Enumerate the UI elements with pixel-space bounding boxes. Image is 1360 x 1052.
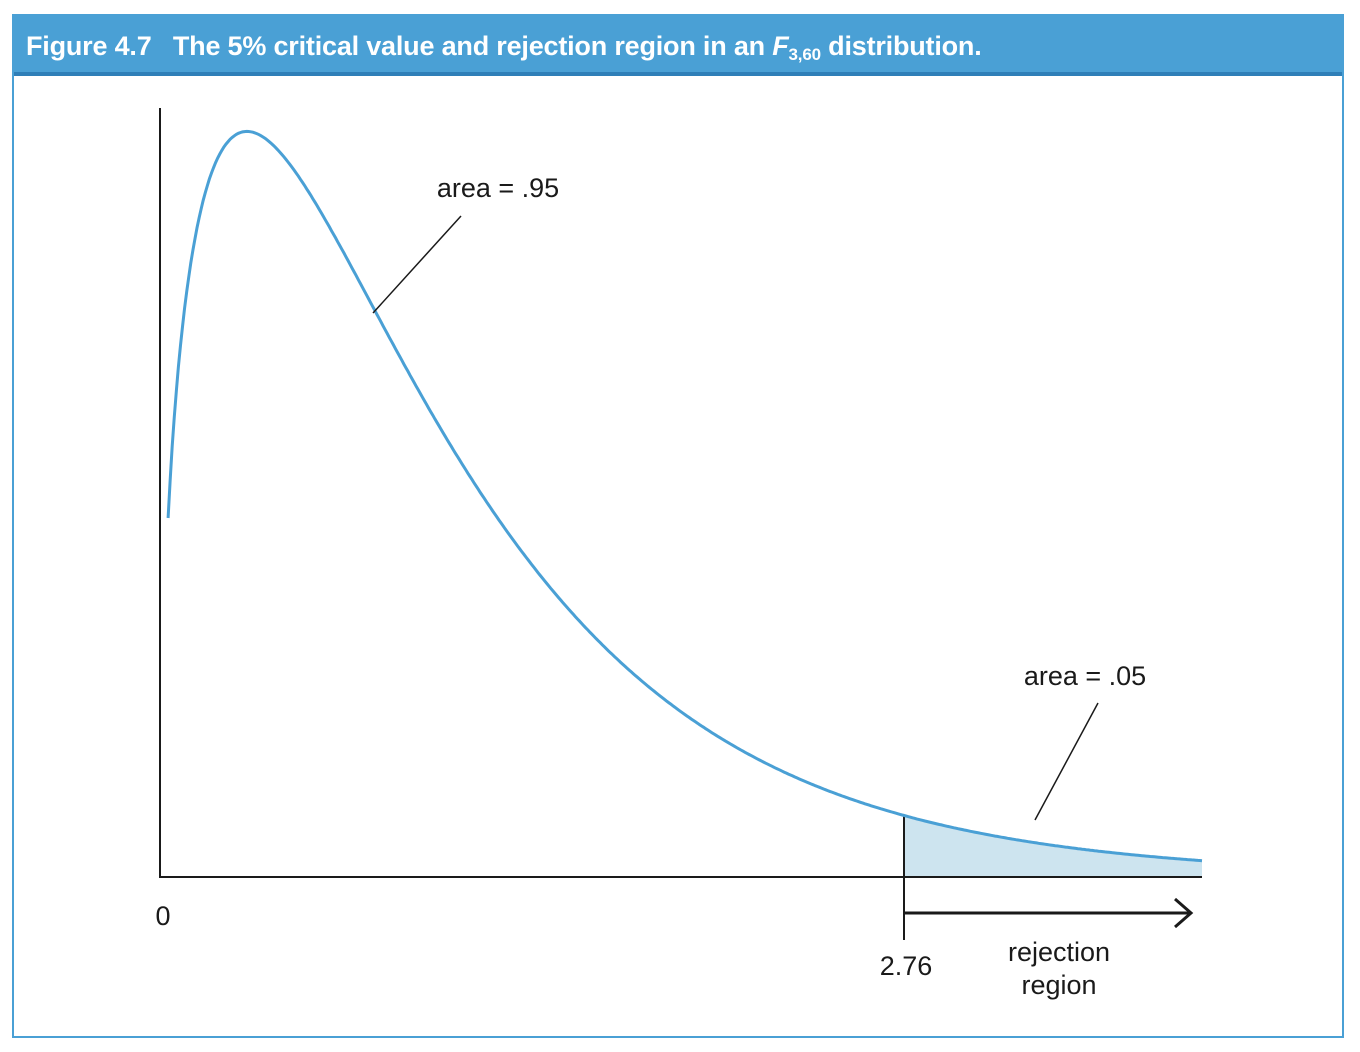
figure-title: Figure 4.7 The 5% critical value and rej… [14,16,1342,76]
tail-area-leader-line [1034,702,1099,821]
title-text: The 5% critical value and rejection regi… [172,31,765,61]
figure-frame: Figure 4.7 The 5% critical value and rej… [12,14,1344,1038]
rejection-region-label-line2: region [1021,970,1096,1000]
x-tick-label-zero: 0 [155,901,170,931]
tail-area-label: area = .05 [1024,661,1146,691]
distribution-symbol: F [772,31,789,61]
density-curve [166,129,1203,863]
rejection-region-label-line1: rejection [1008,937,1110,967]
x-tick-label-critical-value: 2.76 [880,951,933,981]
arrow-head [1174,897,1194,929]
figure-number: Figure 4.7 [26,31,152,61]
title-text-end: distribution. [828,31,982,61]
body-area-label: area = .95 [437,173,559,203]
body-area-leader-line [372,215,462,314]
distribution-subscript: 3,60 [788,45,821,64]
rejection-region-arrow [904,897,1194,929]
